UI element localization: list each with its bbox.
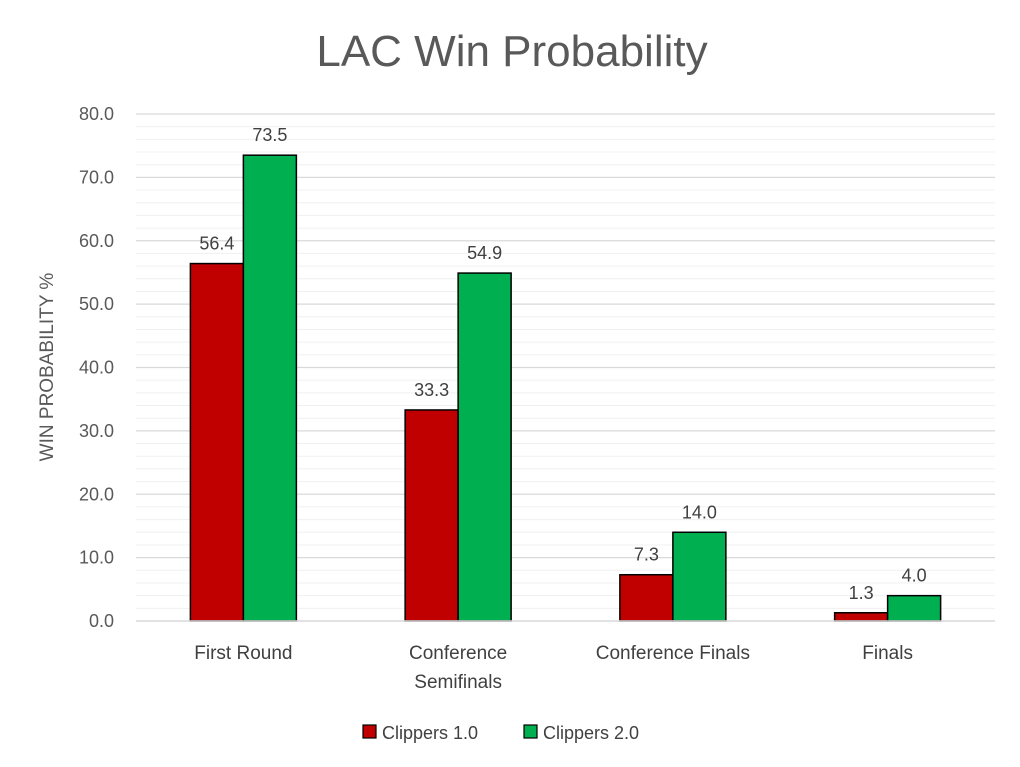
- bar-clippers-2-0: [672, 531, 727, 622]
- data-label: 1.3: [849, 583, 874, 603]
- bar-clippers-1-0: [619, 573, 674, 622]
- y-axis-ticks: 0.0 10.0 20.0 30.0 40.0 50.0 60.0 70.0 80.0: [79, 104, 114, 631]
- chart-title: LAC Win Probability: [316, 27, 707, 76]
- x-category-label: Conference Finals: [596, 643, 750, 664]
- data-label: 4.0: [902, 566, 927, 586]
- x-category-label: Finals: [862, 643, 913, 664]
- y-tick-label: 50.0: [79, 294, 114, 314]
- y-tick-label: 0.0: [89, 611, 114, 631]
- bar-clippers-1-0: [189, 262, 245, 622]
- y-tick-label: 80.0: [79, 104, 114, 124]
- y-tick-label: 30.0: [79, 421, 114, 441]
- y-axis-label: WIN PROBABILITY %: [37, 273, 58, 462]
- x-axis-categories: First Round Conference Semifinals Conferenc…: [194, 643, 913, 693]
- legend-swatch: [523, 724, 538, 739]
- bar-clippers-2-0: [242, 154, 298, 622]
- data-label: 7.3: [634, 545, 659, 565]
- bar-clippers-1-0: [833, 612, 889, 622]
- y-tick-label: 70.0: [79, 167, 114, 187]
- data-label: 33.3: [414, 380, 449, 400]
- y-tick-label: 20.0: [79, 484, 114, 504]
- x-category-label: Conference: [409, 643, 507, 664]
- bar-clippers-2-0: [886, 594, 942, 622]
- legend-label: Clippers 1.0: [382, 723, 478, 743]
- data-label: 14.0: [682, 502, 717, 522]
- bar-clippers-2-0: [457, 272, 512, 622]
- data-label: 73.5: [252, 125, 287, 145]
- bar-clippers-1-0: [404, 409, 459, 622]
- legend: Clippers 1.0 Clippers 2.0: [362, 723, 639, 743]
- legend-label: Clippers 2.0: [543, 723, 639, 743]
- legend-swatch: [362, 724, 377, 739]
- y-tick-label: 60.0: [79, 231, 114, 251]
- y-tick-label: 40.0: [79, 358, 114, 378]
- data-label: 54.9: [467, 243, 502, 263]
- y-tick-label: 10.0: [79, 548, 114, 568]
- bars: [189, 154, 942, 622]
- data-label: 56.4: [199, 234, 234, 254]
- data-labels: 56.4 33.3 7.3 1.3 73.5 54.9 14.0 4.0: [199, 125, 926, 603]
- x-category-label: Semifinals: [414, 672, 502, 693]
- x-category-label: First Round: [194, 643, 292, 664]
